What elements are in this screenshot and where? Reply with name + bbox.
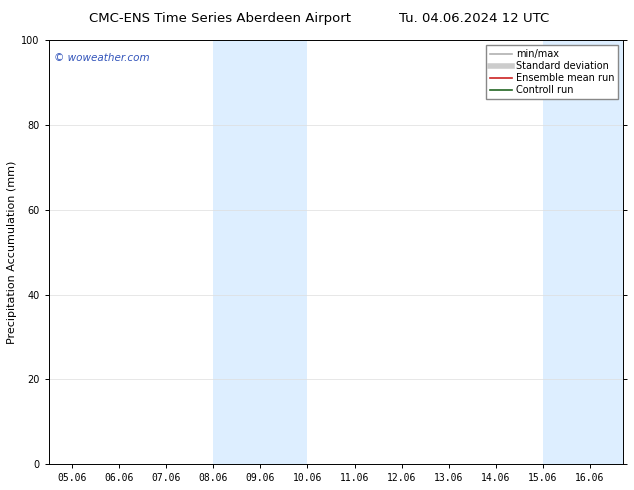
Text: © woweather.com: © woweather.com xyxy=(55,53,150,63)
Text: Tu. 04.06.2024 12 UTC: Tu. 04.06.2024 12 UTC xyxy=(399,12,550,25)
Bar xyxy=(213,40,307,464)
Y-axis label: Precipitation Accumulation (mm): Precipitation Accumulation (mm) xyxy=(7,161,17,344)
Bar xyxy=(543,40,634,464)
Text: CMC-ENS Time Series Aberdeen Airport: CMC-ENS Time Series Aberdeen Airport xyxy=(89,12,351,25)
Legend: min/max, Standard deviation, Ensemble mean run, Controll run: min/max, Standard deviation, Ensemble me… xyxy=(486,45,618,99)
